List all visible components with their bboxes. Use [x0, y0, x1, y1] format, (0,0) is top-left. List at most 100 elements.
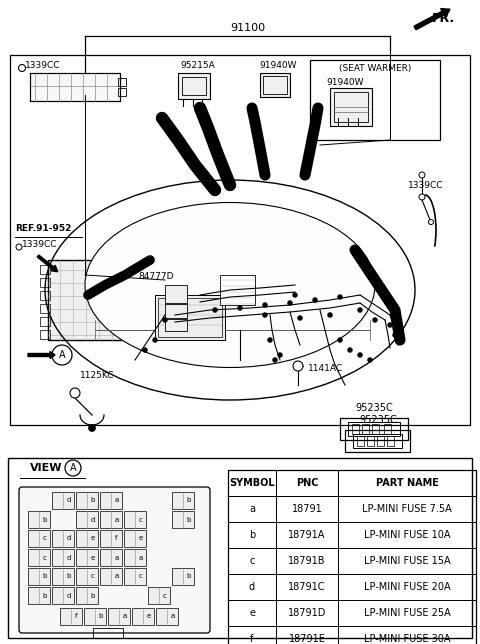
- Circle shape: [52, 345, 72, 365]
- Bar: [52, 587, 74, 604]
- Circle shape: [65, 460, 81, 476]
- Text: 95215A: 95215A: [180, 61, 216, 70]
- Text: b: b: [42, 592, 47, 598]
- Bar: [124, 530, 146, 547]
- Circle shape: [337, 294, 343, 299]
- Bar: [228, 626, 276, 644]
- Bar: [93, 628, 123, 638]
- Text: c: c: [249, 556, 255, 566]
- Bar: [124, 511, 146, 528]
- Text: a: a: [122, 614, 127, 620]
- Bar: [387, 436, 394, 446]
- Circle shape: [312, 298, 317, 303]
- Circle shape: [358, 307, 362, 312]
- Bar: [338, 626, 476, 644]
- Text: b: b: [42, 516, 47, 522]
- Circle shape: [238, 305, 242, 310]
- Circle shape: [70, 388, 80, 398]
- Text: SYMBOL: SYMBOL: [229, 478, 275, 488]
- Text: a: a: [114, 498, 119, 504]
- Circle shape: [293, 361, 303, 371]
- Circle shape: [419, 194, 425, 200]
- Text: b: b: [186, 516, 191, 522]
- Bar: [263, 76, 287, 94]
- Bar: [276, 522, 338, 548]
- Bar: [348, 422, 400, 436]
- Text: 18791A: 18791A: [288, 530, 326, 540]
- Bar: [338, 470, 476, 496]
- Bar: [100, 511, 122, 528]
- Text: e: e: [90, 536, 95, 542]
- Bar: [118, 88, 126, 96]
- Text: LP-MINI FUSE 30A: LP-MINI FUSE 30A: [364, 634, 450, 644]
- Bar: [76, 587, 98, 604]
- Bar: [48, 260, 128, 340]
- Bar: [165, 319, 187, 331]
- Bar: [10, 55, 470, 425]
- FancyArrow shape: [28, 352, 55, 359]
- Text: b: b: [186, 574, 191, 580]
- Bar: [28, 587, 50, 604]
- Bar: [40, 278, 50, 287]
- Bar: [100, 549, 122, 566]
- Bar: [172, 511, 194, 528]
- Text: A: A: [59, 350, 65, 360]
- Circle shape: [273, 357, 277, 363]
- Text: f: f: [75, 614, 78, 620]
- Bar: [353, 434, 402, 448]
- Text: d: d: [66, 536, 71, 542]
- Circle shape: [163, 317, 168, 323]
- Text: b: b: [66, 574, 71, 580]
- Text: d: d: [90, 516, 95, 522]
- Text: c: c: [43, 554, 47, 560]
- Text: b: b: [186, 498, 191, 504]
- Bar: [118, 78, 126, 86]
- Bar: [40, 317, 50, 326]
- Text: LP-MINI FUSE 10A: LP-MINI FUSE 10A: [364, 530, 450, 540]
- Text: 95235C: 95235C: [359, 415, 397, 425]
- Circle shape: [358, 352, 362, 357]
- Ellipse shape: [85, 202, 375, 368]
- Text: LP-MINI FUSE 25A: LP-MINI FUSE 25A: [364, 608, 450, 618]
- Text: a: a: [249, 504, 255, 514]
- Bar: [76, 549, 98, 566]
- Circle shape: [263, 312, 267, 317]
- Bar: [377, 436, 384, 446]
- Circle shape: [19, 64, 25, 71]
- Bar: [76, 511, 98, 528]
- Text: a: a: [114, 574, 119, 580]
- Text: a: a: [114, 554, 119, 560]
- Bar: [124, 568, 146, 585]
- Bar: [228, 600, 276, 626]
- FancyArrow shape: [37, 255, 58, 272]
- Bar: [76, 492, 98, 509]
- Circle shape: [153, 337, 157, 343]
- Bar: [220, 275, 255, 305]
- Circle shape: [288, 301, 292, 305]
- Bar: [28, 568, 50, 585]
- Bar: [367, 436, 374, 446]
- Bar: [340, 418, 408, 440]
- Text: 1339CC: 1339CC: [408, 180, 444, 189]
- Bar: [84, 608, 106, 625]
- Bar: [345, 430, 410, 452]
- Text: e: e: [138, 536, 143, 542]
- Text: 91940W: 91940W: [326, 77, 364, 86]
- Text: d: d: [66, 498, 71, 504]
- Text: a: a: [170, 614, 175, 620]
- Bar: [40, 265, 50, 274]
- Bar: [76, 530, 98, 547]
- Text: 1125KC: 1125KC: [80, 370, 115, 379]
- Bar: [100, 568, 122, 585]
- Bar: [334, 92, 368, 122]
- Bar: [128, 317, 138, 326]
- Bar: [228, 470, 476, 644]
- Bar: [52, 530, 74, 547]
- Text: b: b: [42, 574, 47, 580]
- Bar: [182, 77, 206, 95]
- Bar: [276, 600, 338, 626]
- Text: PART NAME: PART NAME: [375, 478, 438, 488]
- Bar: [372, 424, 379, 434]
- Bar: [338, 600, 476, 626]
- Bar: [338, 522, 476, 548]
